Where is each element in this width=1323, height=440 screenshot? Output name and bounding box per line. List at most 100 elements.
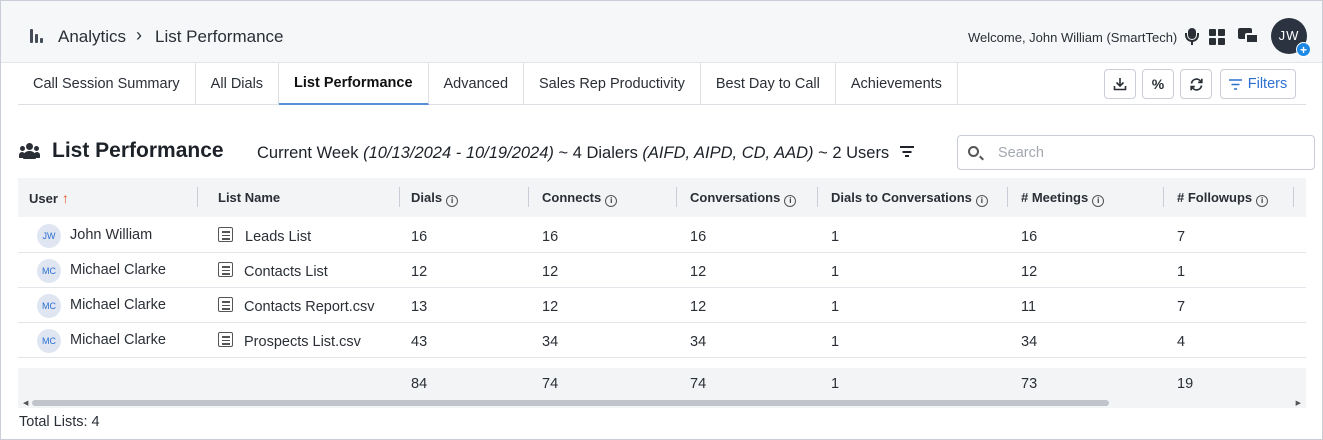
filters-label: Filters (1247, 76, 1288, 92)
column-header-conversations[interactable]: Conversations i (690, 190, 797, 207)
scroll-left-icon[interactable]: ◀ (23, 400, 29, 407)
cell-user: Michael Clarke (70, 262, 166, 278)
tab-sales-rep-productivity[interactable]: Sales Rep Productivity (524, 63, 701, 104)
list-icon (218, 297, 233, 312)
cell-dials: 13 (411, 299, 428, 315)
tab-list-performance[interactable]: List Performance (279, 63, 429, 105)
column-header-list-name[interactable]: List Name (218, 190, 281, 205)
analytics-icon (29, 27, 45, 43)
cell-conversations: 12 (690, 264, 707, 280)
chat-icon[interactable] (1238, 26, 1260, 46)
refresh-button[interactable] (1180, 69, 1212, 99)
breadcrumb-analytics[interactable]: Analytics (58, 27, 127, 46)
cell-dials: 12 (411, 264, 428, 280)
column-header-meetings[interactable]: # Meetings i (1021, 190, 1105, 207)
cell-followups: 1 (1177, 264, 1186, 280)
table-row[interactable]: MC Michael Clarke Prospects List.csv 43 … (18, 323, 1306, 358)
table-header: User ↑ List Name Dials i Connects i Convers… (18, 178, 1306, 217)
cell-user: John William (70, 227, 153, 243)
user-avatar-small: MC (37, 294, 61, 318)
range-dialer-list: (AIFD, AIPD, CD, AAD) (642, 144, 814, 162)
info-icon[interactable]: i (605, 195, 618, 207)
cell-conversations: 16 (690, 229, 707, 245)
info-icon[interactable]: i (1092, 195, 1105, 207)
download-icon (1113, 78, 1127, 91)
range-dates: (10/13/2024 - 10/19/2024) (363, 144, 554, 162)
range-users: ~ 2 Users (813, 144, 890, 162)
info-icon[interactable]: i (975, 195, 988, 207)
total-lists-count: Total Lists: 4 (19, 414, 100, 430)
column-header-followups[interactable]: # Followups i (1177, 190, 1269, 207)
cell-conversations: 34 (690, 334, 707, 350)
column-header-dials-to-conversations[interactable]: Dials to Conversations i (831, 190, 988, 207)
tab-achievements[interactable]: Achievements (836, 63, 958, 104)
list-icon (218, 227, 233, 242)
tab-call-session-summary[interactable]: Call Session Summary (18, 63, 196, 104)
cell-user: Michael Clarke (70, 297, 166, 313)
apps-grid-icon[interactable] (1209, 29, 1225, 45)
total-connects: 74 (542, 376, 559, 392)
report-tabs: Call Session Summary All Dials List Perf… (18, 63, 1306, 105)
column-header-connects[interactable]: Connects i (542, 190, 618, 207)
table-row[interactable]: MC Michael Clarke Contacts Report.csv 13… (18, 288, 1306, 323)
table-row[interactable]: JW John William Leads List 16 16 16 1 16… (18, 218, 1306, 253)
search-input[interactable] (998, 143, 1298, 163)
filters-button[interactable]: Filters (1220, 69, 1296, 99)
chevron-right-icon: › (136, 25, 142, 45)
horizontal-scrollbar[interactable]: ◀ ▶ (18, 398, 1306, 408)
cell-dials: 43 (411, 334, 428, 350)
microphone-icon[interactable] (1182, 26, 1202, 46)
total-conversations: 74 (690, 376, 707, 392)
tab-best-day-to-call[interactable]: Best Day to Call (701, 63, 836, 104)
scrollbar-thumb[interactable] (32, 400, 1109, 406)
download-button[interactable] (1104, 69, 1136, 99)
cell-conversations: 12 (690, 299, 707, 315)
cell-meetings: 34 (1021, 334, 1038, 350)
total-meetings: 73 (1021, 376, 1038, 392)
total-dials: 84 (411, 376, 428, 392)
info-icon[interactable]: i (446, 195, 459, 207)
user-avatar-small: MC (37, 329, 61, 353)
cell-list-name[interactable]: Contacts List (244, 264, 328, 280)
cell-dials-to-conversations: 1 (831, 264, 840, 280)
cell-followups: 7 (1177, 299, 1186, 315)
cell-connects: 16 (542, 229, 559, 245)
range-dialers: ~ 4 Dialers (553, 144, 643, 162)
cell-dials-to-conversations: 1 (831, 229, 840, 245)
cell-meetings: 12 (1021, 264, 1038, 280)
welcome-text: Welcome, John William (SmartTech) (968, 30, 1178, 45)
app-header: Analytics › List Performance Welcome, Jo… (1, 1, 1322, 63)
scroll-right-icon[interactable]: ▶ (1295, 400, 1301, 407)
section-title: List Performance (52, 139, 224, 162)
column-header-user[interactable]: User ↑ (29, 190, 69, 206)
cell-meetings: 16 (1021, 229, 1038, 245)
breadcrumb-current: List Performance (155, 27, 284, 46)
info-icon[interactable]: i (784, 195, 797, 207)
avatar-add-badge[interactable]: + (1296, 42, 1311, 57)
refresh-icon (1189, 77, 1203, 91)
total-followups: 19 (1177, 376, 1194, 392)
user-avatar-small: MC (37, 259, 61, 283)
cell-dials: 16 (411, 229, 428, 245)
cell-list-name[interactable]: Leads List (245, 229, 312, 245)
cell-meetings: 11 (1021, 299, 1037, 315)
totals-row: 84 74 74 1 73 19 (18, 368, 1306, 398)
total-dials-to-conversations: 1 (831, 376, 840, 392)
user-avatar-small: JW (37, 224, 61, 248)
percent-toggle-button[interactable]: % (1142, 69, 1174, 99)
table-row[interactable]: MC Michael Clarke Contacts List 12 12 12… (18, 253, 1306, 288)
filter-lines-icon[interactable] (899, 146, 914, 158)
column-header-dials[interactable]: Dials i (411, 190, 459, 207)
cell-dials-to-conversations: 1 (831, 334, 840, 350)
user-avatar[interactable]: JW (1271, 18, 1307, 54)
info-icon[interactable]: i (1256, 195, 1269, 207)
tab-advanced[interactable]: Advanced (429, 63, 525, 104)
sort-arrow-up-icon: ↑ (61, 190, 69, 206)
cell-followups: 4 (1177, 334, 1186, 350)
cell-connects: 12 (542, 264, 559, 280)
cell-list-name[interactable]: Contacts Report.csv (244, 299, 375, 315)
cell-dials-to-conversations: 1 (831, 299, 840, 315)
tab-all-dials[interactable]: All Dials (196, 63, 280, 104)
date-range-summary: Current Week (10/13/2024 - 10/19/2024) ~… (257, 144, 914, 163)
cell-list-name[interactable]: Prospects List.csv (244, 334, 361, 350)
